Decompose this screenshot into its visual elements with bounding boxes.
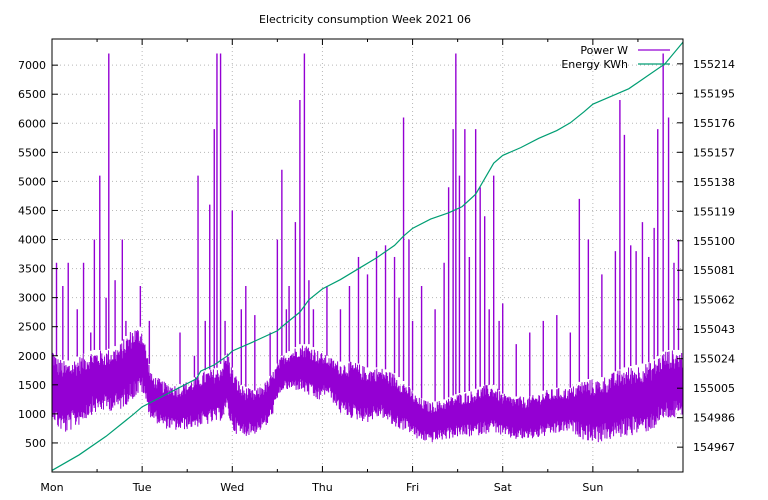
- y-left-tick-label: 5500: [18, 146, 46, 159]
- y-left-tick-label: 1500: [18, 379, 46, 392]
- energy-line: [51, 41, 684, 471]
- y-right-tick-label: 155176: [693, 117, 735, 130]
- legend-label: Energy KWh: [561, 58, 628, 71]
- y-left-tick-label: 500: [25, 437, 46, 450]
- y-right-tick-label: 155043: [693, 323, 735, 336]
- y-right-tick-label: 155062: [693, 294, 735, 307]
- y-left-tick-label: 7000: [18, 59, 46, 72]
- y-right-tick-label: 155100: [693, 235, 735, 248]
- y-right-tick-label: 155214: [693, 58, 735, 71]
- y-right-tick-label: 155195: [693, 87, 735, 100]
- x-tick-label: Sun: [582, 481, 603, 494]
- x-tick-label: Thu: [311, 481, 333, 494]
- chart-title: Electricity consumption Week 2021 06: [259, 13, 471, 26]
- y-left-tick-label: 3000: [18, 292, 46, 305]
- y-right-tick-label: 155024: [693, 353, 735, 366]
- y-left-tick-label: 4000: [18, 234, 46, 247]
- y-left-tick-label: 6000: [18, 117, 46, 130]
- y-right-tick-label: 155138: [693, 176, 735, 189]
- y-left-tick-label: 2000: [18, 350, 46, 363]
- axes: 500 1000 1500 2000 2500 3000 3500 4000 4500 5000 5…: [18, 39, 735, 494]
- y-right-tick-label: 155005: [693, 382, 735, 395]
- x-tick-label: Sat: [494, 481, 513, 494]
- x-tick-label: Mon: [40, 481, 63, 494]
- x-tick-label: Tue: [132, 481, 152, 494]
- grid: [52, 39, 683, 472]
- x-tick-label: Fri: [406, 481, 419, 494]
- y-left-tick-label: 6500: [18, 88, 46, 101]
- energy-series: [51, 41, 684, 471]
- y-left-tick-label: 4500: [18, 204, 46, 217]
- x-tick-label: Wed: [220, 481, 244, 494]
- y-right-tick-label: 155081: [693, 264, 735, 277]
- y-left-tick-label: 3500: [18, 263, 46, 276]
- power-series: [51, 53, 684, 443]
- y-right-tick-label: 154967: [693, 441, 735, 454]
- power-line: [51, 329, 684, 443]
- y-right-tick-label: 154986: [693, 412, 735, 425]
- legend-label: Power W: [580, 44, 628, 57]
- y-right-tick-label: 155157: [693, 146, 735, 159]
- y-left-tick-label: 5000: [18, 175, 46, 188]
- y-left-tick-label: 2500: [18, 321, 46, 334]
- y-left-tick-label: 1000: [18, 408, 46, 421]
- y-right-tick-label: 155119: [693, 205, 735, 218]
